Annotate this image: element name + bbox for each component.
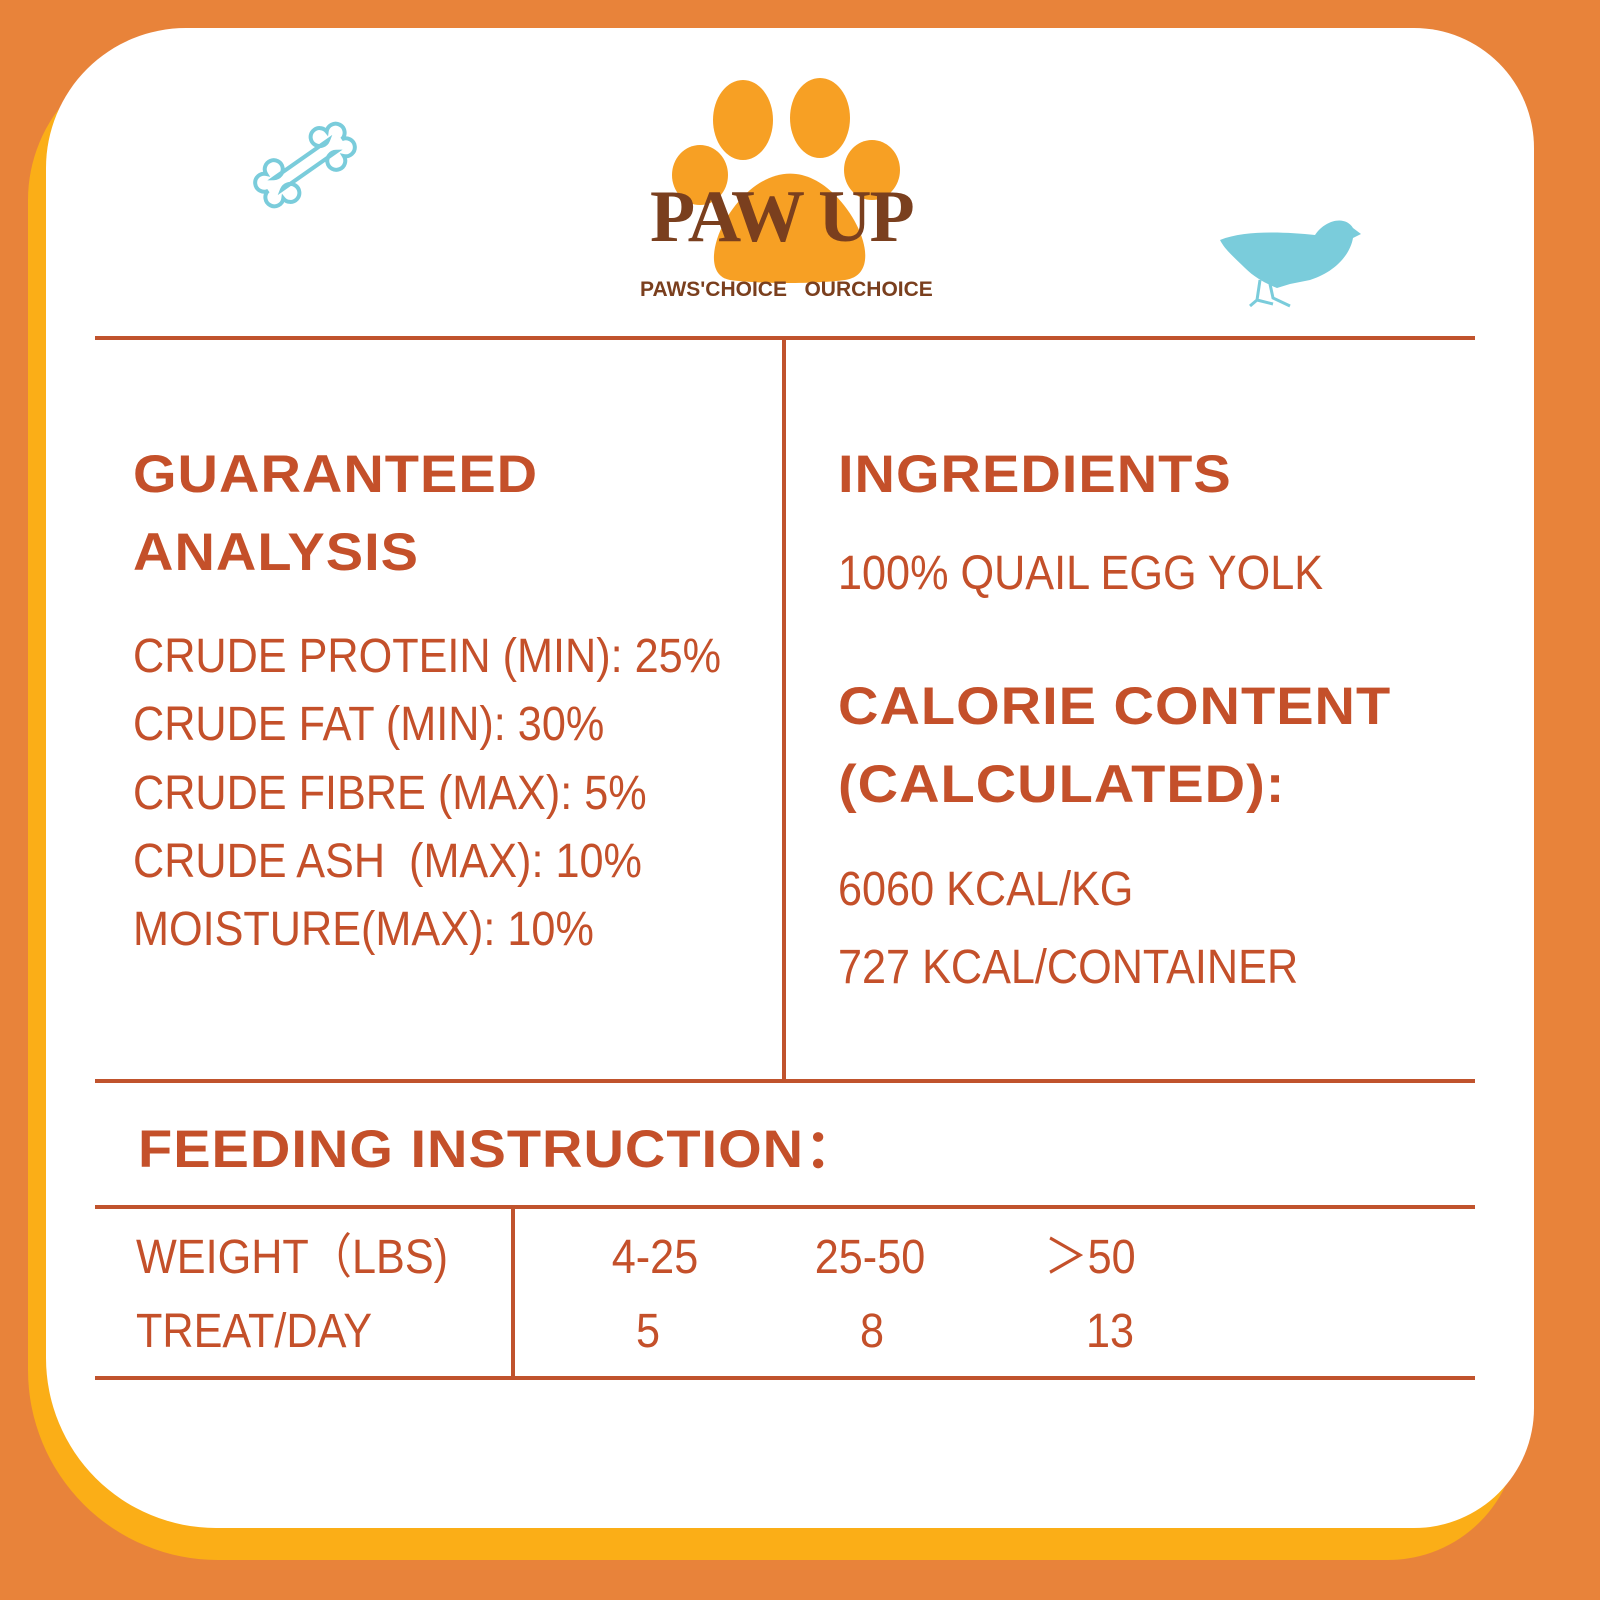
analysis-item: CRUDE FAT (MIN): 30%: [133, 698, 605, 751]
row-label: TREAT/DAY: [136, 1305, 373, 1358]
analysis-item: CRUDE FIBRE (MAX): 5%: [133, 767, 647, 820]
divider: [782, 338, 786, 1082]
cell: 5: [635, 1305, 661, 1358]
paw-logo-icon: [672, 78, 900, 283]
calorie-value: 727 KCAL/CONTAINER: [838, 941, 1299, 994]
logo-text: PAW UP: [650, 176, 915, 258]
analysis-item: CRUDE ASH (MAX): 10%: [133, 835, 642, 888]
analysis-title: GUARANTEED: [133, 443, 539, 504]
cell: 8: [859, 1305, 885, 1358]
ingredients-text: 100% QUAIL EGG YOLK: [838, 547, 1324, 600]
analysis-title: ANALYSIS: [133, 521, 420, 582]
divider: [95, 1376, 1475, 1380]
divider: [95, 1079, 1475, 1083]
quail-bird-icon: [1220, 220, 1361, 308]
ingredients-title: INGREDIENTS: [838, 443, 1232, 504]
bone-icon: [253, 121, 357, 209]
cell: 25-50: [814, 1231, 926, 1284]
analysis-item: CRUDE PROTEIN (MIN): 25%: [133, 630, 722, 683]
logo-tagline: PAWS'CHOICE OURCHOICE: [640, 278, 933, 301]
cell: 13: [1085, 1305, 1135, 1358]
feeding-title: FEEDING INSTRUCTION：: [138, 1118, 862, 1179]
calorie-title: CALORIE CONTENT: [838, 675, 1392, 736]
divider: [511, 1207, 515, 1379]
calorie-value: 6060 KCAL/KG: [838, 863, 1134, 916]
calorie-title: (CALCULATED):: [838, 753, 1286, 814]
brand-logo: PAW UP PAWS'CHOICE OURCHOICE: [620, 70, 940, 310]
analysis-item: MOISTURE(MAX): 10%: [133, 903, 594, 956]
divider: [95, 1205, 1475, 1209]
cell: ＞50: [1044, 1231, 1136, 1284]
cell: 4-25: [611, 1231, 699, 1284]
row-label: WEIGHT（LBS): [136, 1231, 449, 1284]
